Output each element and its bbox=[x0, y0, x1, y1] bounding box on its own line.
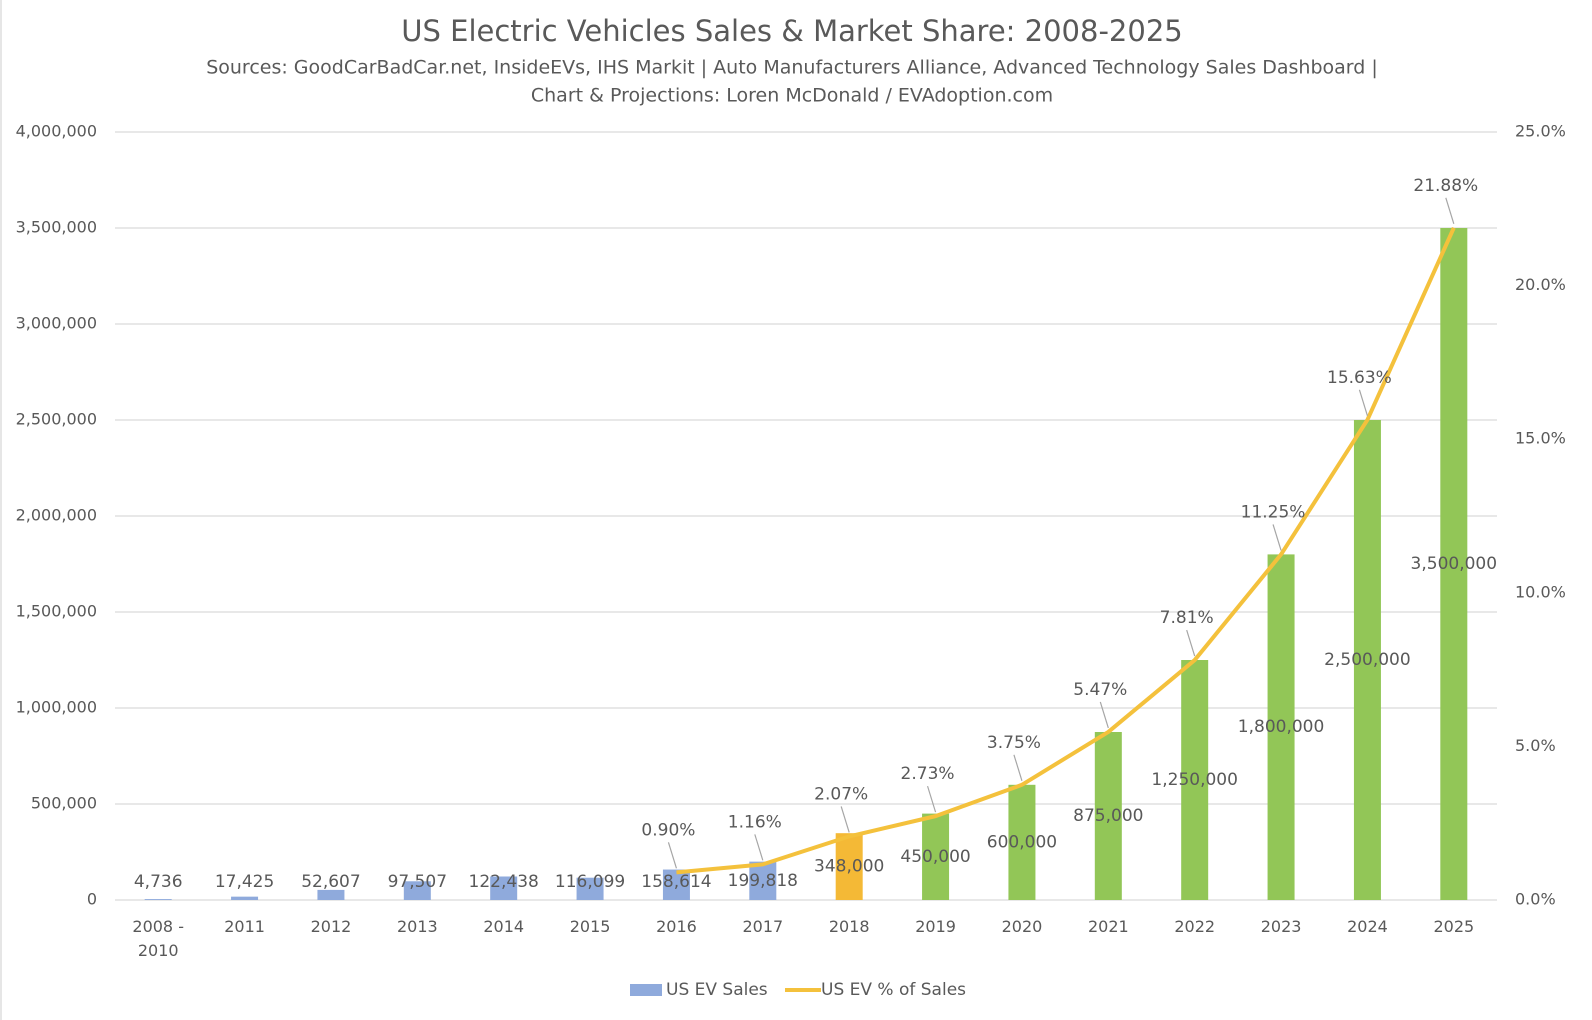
x-tick-label: 2020 bbox=[1001, 917, 1043, 936]
legend-label: US EV Sales bbox=[666, 980, 768, 1000]
x-tick-label: 2018 bbox=[828, 917, 870, 936]
leader-line bbox=[1099, 701, 1109, 729]
bar bbox=[231, 896, 259, 900]
bar-value-label: 97,507 bbox=[388, 872, 447, 892]
bar bbox=[490, 876, 518, 900]
x-tick-label: 2015 bbox=[569, 917, 611, 936]
bar-value-label: 348,000 bbox=[814, 857, 884, 877]
y-tick-label: 1,000,000 bbox=[16, 698, 97, 717]
bar bbox=[922, 813, 950, 900]
x-tick-label: 2023 bbox=[1260, 917, 1302, 936]
bar bbox=[317, 889, 345, 900]
bar bbox=[1353, 420, 1381, 900]
bar-value-label: 17,425 bbox=[215, 872, 274, 892]
line-value-label: 21.88% bbox=[1413, 176, 1478, 196]
y-tick-label: 4,000,000 bbox=[16, 122, 97, 141]
x-tick-label: 2012 bbox=[310, 917, 352, 936]
y2-tick-label: 15.0% bbox=[1515, 429, 1566, 448]
y2-tick-label: 20.0% bbox=[1515, 275, 1566, 294]
line-value-label: 15.63% bbox=[1327, 368, 1392, 388]
chart-title: US Electric Vehicles Sales & Market Shar… bbox=[401, 14, 1182, 48]
y-tick-label: 2,000,000 bbox=[16, 506, 97, 525]
y-tick-label: 0 bbox=[87, 890, 97, 909]
bar-value-label: 199,818 bbox=[728, 871, 798, 891]
leader-line bbox=[754, 834, 764, 861]
bar bbox=[835, 833, 863, 900]
leader-line bbox=[926, 785, 937, 813]
x-tick-label: 2025 bbox=[1433, 917, 1475, 936]
bar bbox=[1181, 660, 1209, 900]
bar-value-label: 122,438 bbox=[469, 872, 539, 892]
bar bbox=[1094, 732, 1122, 900]
leader-line bbox=[1445, 197, 1455, 225]
x-tick-label: 2014 bbox=[483, 917, 525, 936]
y-tick-label: 1,500,000 bbox=[16, 602, 97, 621]
x-tick-label: 2022 bbox=[1174, 917, 1216, 936]
bar bbox=[144, 899, 172, 900]
bar bbox=[662, 869, 690, 900]
y-tick-label: 3,000,000 bbox=[16, 314, 97, 333]
line-value-label: 2.73% bbox=[901, 764, 955, 784]
bar-value-label: 4,736 bbox=[134, 872, 183, 892]
bar bbox=[1267, 554, 1295, 900]
y-tick-label: 2,500,000 bbox=[16, 410, 97, 429]
line-value-label: 0.90% bbox=[641, 820, 695, 840]
leader-line bbox=[840, 806, 850, 833]
line-value-label: 2.07% bbox=[814, 784, 868, 804]
x-tick-label: 2016 bbox=[656, 917, 697, 936]
bar-value-label: 2,500,000 bbox=[1324, 650, 1411, 670]
legend-swatch bbox=[630, 984, 662, 996]
x-tick-label: 2024 bbox=[1347, 917, 1388, 936]
leader-line bbox=[1272, 524, 1282, 551]
y2-tick-label: 0.0% bbox=[1515, 890, 1556, 909]
bar-value-label: 875,000 bbox=[1073, 806, 1143, 826]
bar-value-label: 1,250,000 bbox=[1151, 770, 1238, 790]
chart-subtitle: Sources: GoodCarBadCar.net, InsideEVs, I… bbox=[206, 57, 1378, 79]
bar bbox=[403, 881, 431, 900]
line-value-label: 1.16% bbox=[728, 812, 782, 832]
legend-label: US EV % of Sales bbox=[821, 980, 966, 1000]
bar-value-label: 600,000 bbox=[987, 832, 1057, 852]
bar-value-label: 116,099 bbox=[555, 872, 625, 892]
leader-line bbox=[667, 842, 678, 869]
bar-value-label: 450,000 bbox=[900, 847, 970, 867]
x-tick-label: 2017 bbox=[742, 917, 784, 936]
y2-tick-label: 10.0% bbox=[1515, 582, 1566, 601]
y2-tick-label: 5.0% bbox=[1515, 736, 1556, 755]
leader-line bbox=[1013, 754, 1023, 781]
bar bbox=[1440, 228, 1468, 900]
leader-line bbox=[1186, 629, 1196, 657]
line-value-label: 7.81% bbox=[1160, 608, 1214, 628]
y-tick-label: 500,000 bbox=[31, 794, 97, 813]
bar-value-label: 158,614 bbox=[641, 872, 711, 892]
x-tick-label: 2008 - 2010 bbox=[132, 917, 184, 960]
line-value-label: 3.75% bbox=[987, 733, 1041, 753]
bar bbox=[576, 877, 604, 900]
bar-value-label: 52,607 bbox=[301, 872, 360, 892]
line-value-label: 5.47% bbox=[1073, 680, 1127, 700]
x-tick-label: 2011 bbox=[224, 917, 265, 936]
y2-tick-label: 25.0% bbox=[1515, 122, 1566, 141]
x-tick-label: 2013 bbox=[396, 917, 438, 936]
y-tick-label: 3,500,000 bbox=[16, 218, 97, 237]
leader-line bbox=[1358, 389, 1369, 417]
bar-value-label: 1,800,000 bbox=[1238, 717, 1325, 737]
bar bbox=[749, 861, 777, 900]
chart-subtitle: Chart & Projections: Loren McDonald / EV… bbox=[531, 85, 1053, 107]
line bbox=[676, 227, 1456, 875]
x-tick-label: 2021 bbox=[1087, 917, 1129, 936]
x-tick-label: 2019 bbox=[915, 917, 956, 936]
bar-value-label: 3,500,000 bbox=[1411, 554, 1498, 574]
bar bbox=[1008, 784, 1036, 900]
line-value-label: 11.25% bbox=[1241, 502, 1306, 522]
